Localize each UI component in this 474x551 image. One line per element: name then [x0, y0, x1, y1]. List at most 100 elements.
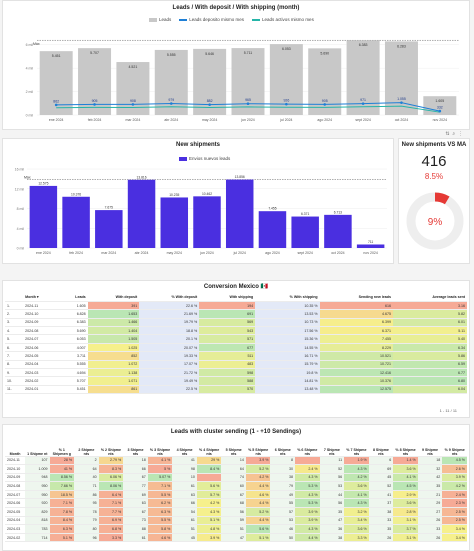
- point-label: 882: [207, 99, 213, 103]
- table-cell: 783: [25, 524, 50, 534]
- table-cell: 2.8 %: [393, 507, 418, 517]
- legend-item-leads[interactable]: Leads: [149, 17, 171, 22]
- col-header[interactable]: 4 Shipme nts: [172, 440, 197, 457]
- col-header[interactable]: Month: [5, 440, 25, 457]
- y-tick-label: 4 mil: [26, 67, 34, 71]
- leads-chart-title: Leads / With deposit / With shipping (mo…: [172, 5, 300, 11]
- table-cell: 21: [417, 490, 443, 500]
- table-cell: 3.9 %: [245, 456, 271, 466]
- table-row[interactable]: 8. 2024-04 5.555 1.072 17.07 % 483 15.79 % 10.7…: [5, 360, 467, 370]
- col-pct-shipping[interactable]: % With shipping: [255, 293, 320, 302]
- table-cell: 66: [123, 464, 148, 474]
- table-cell: 7.8 %: [49, 507, 75, 517]
- col-pct-deposit[interactable]: % With deposit: [139, 293, 200, 302]
- legend-item-envios[interactable]: Envios nuevos leads: [179, 156, 230, 161]
- pagination[interactable]: 1 - 11 / 11: [439, 408, 457, 413]
- col-header[interactable]: % 7 Shipme nts: [344, 440, 369, 457]
- col-average[interactable]: Average leads sent: [392, 293, 467, 302]
- col-with-shipping[interactable]: With shipping: [199, 293, 256, 302]
- x-tick-label: sept 2024: [355, 118, 370, 122]
- table-row[interactable]: 11. 2024-01 5.451 861 22.5 % 570 13.48 % 12.575…: [5, 385, 467, 395]
- table-cell: 920: [25, 498, 50, 509]
- table-cell: 4.1 %: [393, 473, 418, 483]
- bar: [154, 49, 188, 116]
- table-cell: 5.5 %: [147, 490, 173, 500]
- table-cell: 3.3 %: [344, 533, 369, 543]
- table-row[interactable]: 2024-07 950 18.5 % 86 6.4 % 69 5.5 % 63 5.7 % 67 4…: [5, 490, 467, 500]
- table-row[interactable]: 1. 2024-11 1.605 391 22.6 % 194 10.35 % 616 3.16: [5, 301, 467, 311]
- col-leads[interactable]: Leads: [58, 293, 88, 302]
- table-row[interactable]: 2024-02 714 5.1 % 96 3.3 % 61 4.6 % 45 3.9 % 47 5.…: [5, 533, 467, 543]
- y-tick-label: 0 mil: [17, 247, 25, 251]
- table-row[interactable]: 2024-08 950 7.66 % 71 8.06 % 77 7.1 % 61 5.6 % 60…: [5, 481, 467, 491]
- sort-icon[interactable]: ⇅: [445, 131, 450, 137]
- table-row[interactable]: 9. 2024-03 4.694 1.138 21.72 % 598 19.8 % 12.41…: [5, 368, 467, 378]
- table-cell: 38: [368, 507, 394, 517]
- table-cell: 19.49 %: [139, 376, 200, 386]
- legend-item-active[interactable]: Leads activos mismo mes: [252, 17, 314, 22]
- table-cell: 1.605: [58, 301, 88, 311]
- table-row[interactable]: 2024-10 1.009 41 % 64 8.3 % 66 5 % 98 8.4 % 64 5.2…: [5, 464, 467, 474]
- legend-item-deposit[interactable]: Leads deposito mismo mes: [179, 17, 244, 22]
- col-header[interactable]: % 9 Shipme nts: [442, 440, 467, 457]
- table-row[interactable]: 10. 2024-02 5.707 1.071 19.49 % 588 14.81 % 10.…: [5, 376, 467, 386]
- table-cell: 4.8 %: [196, 524, 222, 534]
- col-header[interactable]: % 5 Shipme nts: [245, 440, 271, 457]
- table-cell: 64: [74, 464, 99, 474]
- col-sending[interactable]: Sending new leads: [319, 293, 393, 302]
- table-row[interactable]: 2024-09 948 8.56 % 40 6.06 % 67 5.07 % 10 74 4.2 …: [5, 473, 467, 483]
- col-with-deposit[interactable]: With deposit: [87, 293, 140, 302]
- point-label: 926: [283, 99, 289, 103]
- col-header[interactable]: 1 Shipme nt: [25, 440, 50, 457]
- table-cell: 2024-09: [5, 473, 25, 483]
- col-header[interactable]: 9 Shipme nts: [417, 440, 443, 457]
- table-row[interactable]: 7. 2024-05 3.711 852 19.33 % 511 16.71 % 10.521…: [5, 351, 467, 361]
- table-row[interactable]: 4. 2024-08 5.690 1.404 18.8 % 543 17.56 % 6.371…: [5, 326, 467, 336]
- col-header[interactable]: % 1 Shipmen g: [49, 440, 75, 457]
- col-header[interactable]: 6 Shipme nts: [270, 440, 296, 457]
- table-cell: 49: [270, 490, 296, 500]
- conversion-panel: Conversion Mexico 🇲🇽 Month ▾ Leads With …: [2, 280, 470, 418]
- col-header[interactable]: 7 Shipme nts: [319, 440, 345, 457]
- col-header[interactable]: 3 Shipme nts: [123, 440, 148, 457]
- col-header[interactable]: % 3 Shipme nts: [147, 440, 173, 457]
- col-header[interactable]: % 4 Shipme nts: [196, 440, 222, 457]
- x-tick-label: jun 2024: [199, 251, 213, 255]
- bar: [356, 244, 385, 248]
- table-row[interactable]: 2. 2024-10 6.828 1.653 21.69 % 691 13.53 % 4.67…: [5, 309, 467, 319]
- table-row[interactable]: 2024-03 783 6.3 % 80 6.8 % 88 5.8 % 51 4.8 % 51 5.…: [5, 524, 467, 534]
- table-cell: 6.4 %: [98, 490, 124, 500]
- table-row[interactable]: 2024-05 829 7.8 % 78 7.7 % 67 6.3 % 54 4.3 % 56 5.…: [5, 507, 467, 517]
- table-cell: 107: [25, 456, 50, 466]
- table-row[interactable]: 2024-11 107 28 % 2 2.79 % 18 4.1 % 41 29 % 14 3.9 …: [5, 456, 467, 466]
- col-header[interactable]: 5 Shipme nts: [221, 440, 246, 457]
- col-header[interactable]: 8 Shipme nts: [368, 440, 394, 457]
- search-icon[interactable]: ⌕: [452, 131, 456, 137]
- col-header[interactable]: 2 Shipme nts: [74, 440, 99, 457]
- table-cell: 56: [221, 507, 246, 517]
- table-cell: 38: [319, 533, 345, 543]
- table-cell: 88: [123, 524, 148, 534]
- table-row[interactable]: 2024-04 818 8.4 % 79 6.9 % 73 5.5 % 61 5.1 % 59 4.…: [5, 516, 467, 526]
- table-cell: 2: [74, 456, 99, 466]
- table-cell: 50: [270, 533, 296, 543]
- table-row[interactable]: 6. 2024-06 4.007 1.025 20.07 % 677 14.55 % 8.22…: [5, 343, 467, 353]
- point-label: 862: [53, 99, 59, 103]
- table-row[interactable]: 2024-06 920 7.1 % 95 7.1 % 63 6.2 % 66 4.2 % 68 4.…: [5, 498, 467, 509]
- table-cell: 4.3 %: [344, 498, 369, 509]
- col-header[interactable]: % 6 Shipme nts: [295, 440, 320, 457]
- table-row[interactable]: 3. 2024-09 6.383 1.466 19.79 % 569 10.73 % 6.39…: [5, 318, 467, 328]
- table-cell: 4.6 %: [147, 533, 173, 543]
- col-header[interactable]: % 2 Shipme nts: [98, 440, 124, 457]
- bar-label: 1.605: [435, 99, 444, 103]
- table-row[interactable]: 5. 2024-07 6.053 1.505 20.1 % 571 15.36 % 7.455…: [5, 334, 467, 344]
- table-cell: 69: [123, 490, 148, 500]
- table-cell: 677: [199, 343, 256, 353]
- col-header[interactable]: % 8 Shipme nts: [393, 440, 418, 457]
- table-cell: 6.80: [392, 376, 467, 386]
- series-point: [246, 102, 250, 105]
- table-cell: 3.6 %: [344, 524, 369, 534]
- col-month[interactable]: Month ▾: [23, 293, 59, 302]
- more-icon[interactable]: ⋮: [458, 131, 463, 137]
